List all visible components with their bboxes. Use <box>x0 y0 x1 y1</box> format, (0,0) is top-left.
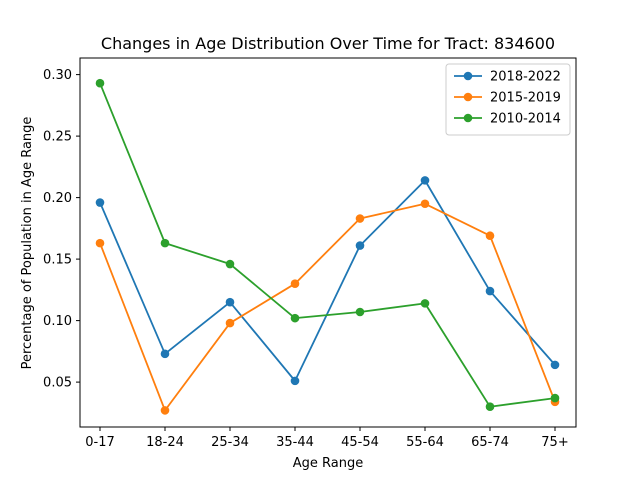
data-point <box>95 198 105 207</box>
data-point <box>550 393 560 403</box>
y-tick-label: 0.20 <box>43 191 72 206</box>
legend-label: 2018-2022 <box>490 70 561 85</box>
data-point <box>290 313 300 323</box>
x-tick-label: 65-74 <box>471 435 509 450</box>
y-tick-label: 0.30 <box>43 68 72 83</box>
x-tick-label: 25-34 <box>211 435 249 450</box>
data-point <box>160 238 170 248</box>
data-point <box>95 78 105 88</box>
data-point <box>160 349 170 359</box>
legend-label: 2010-2014 <box>490 112 561 127</box>
series-line-2015-2019 <box>99 202 556 412</box>
data-point <box>355 307 365 317</box>
data-point <box>355 214 365 223</box>
y-tick-label: 0.25 <box>43 130 72 145</box>
data-point <box>160 406 170 415</box>
axes-frame <box>79 57 577 428</box>
data-point <box>420 299 430 308</box>
data-point <box>420 176 430 185</box>
data-point <box>225 297 235 307</box>
legend-marker <box>463 92 473 102</box>
data-point <box>95 238 105 248</box>
legend: 2018-2022 2015-2019 2010-2014 <box>445 63 571 136</box>
x-tick-label: 75+ <box>541 435 568 450</box>
data-point <box>485 231 495 241</box>
series-line-2018-2022 <box>99 179 556 382</box>
x-tick-label: 55-64 <box>406 435 444 450</box>
data-point <box>225 318 235 328</box>
x-axis-label: Age Range <box>293 456 363 471</box>
x-tick-label: 35-44 <box>276 435 314 450</box>
data-point <box>225 259 235 269</box>
data-point <box>485 286 495 296</box>
data-point <box>355 241 365 250</box>
legend-label: 2015-2019 <box>490 91 561 106</box>
chart-title: Changes in Age Distribution Over Time fo… <box>101 34 555 53</box>
x-tick-label: 0-17 <box>85 435 115 450</box>
legend-marker <box>463 113 473 123</box>
y-tick-label: 0.15 <box>43 253 72 268</box>
x-tick-label: 18-24 <box>146 435 184 450</box>
data-point <box>550 360 560 370</box>
plot-area: 0-17 18-24 25-34 35-44 45-54 55-64 65-74 75+ 0.0… <box>43 57 577 450</box>
data-point <box>485 402 495 412</box>
data-point <box>290 376 300 386</box>
data-point <box>290 279 300 289</box>
data-point <box>420 199 430 209</box>
series-line-2010-2014 <box>99 82 556 408</box>
y-tick-label: 0.05 <box>43 376 72 391</box>
legend-marker <box>463 71 473 81</box>
x-tick-label: 45-54 <box>341 435 379 450</box>
y-axis-label: Percentage of Population in Age Range <box>20 117 35 370</box>
y-tick-label: 0.10 <box>43 314 72 329</box>
